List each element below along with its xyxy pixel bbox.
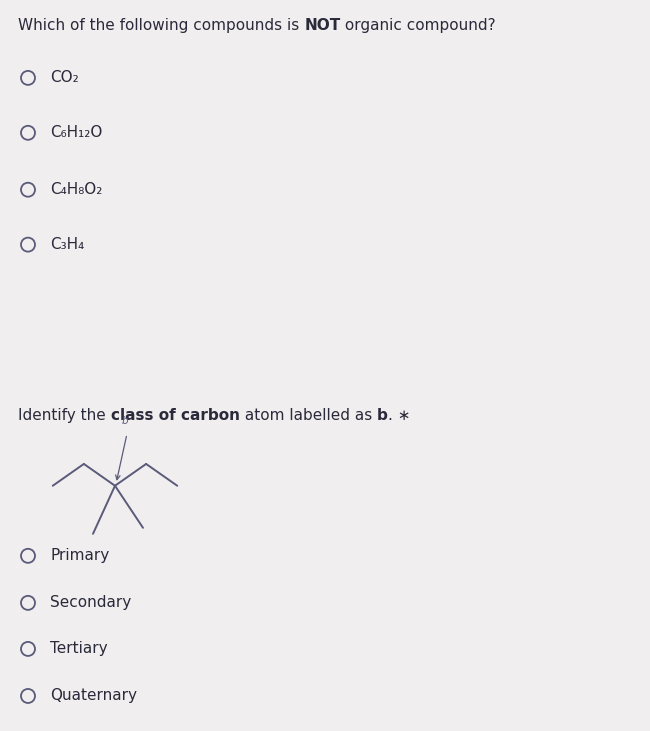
Text: C₆H₁₂O: C₆H₁₂O xyxy=(50,125,103,140)
Text: atom labelled as: atom labelled as xyxy=(240,408,377,423)
Text: Identify the: Identify the xyxy=(18,408,111,423)
Text: b: b xyxy=(122,416,128,425)
Text: organic compound?: organic compound? xyxy=(341,18,496,33)
Text: CO₂: CO₂ xyxy=(50,70,79,86)
Text: Secondary: Secondary xyxy=(50,595,131,610)
Text: . ∗: . ∗ xyxy=(387,408,410,423)
Text: Primary: Primary xyxy=(50,548,109,564)
Text: Quaternary: Quaternary xyxy=(50,689,137,703)
Text: Which of the following compounds is: Which of the following compounds is xyxy=(18,18,304,33)
Text: class of carbon: class of carbon xyxy=(111,408,240,423)
Text: b: b xyxy=(377,408,387,423)
Text: NOT: NOT xyxy=(304,18,341,33)
Text: C₃H₄: C₃H₄ xyxy=(50,237,84,252)
Text: C₄H₈O₂: C₄H₈O₂ xyxy=(50,182,103,197)
Text: Tertiary: Tertiary xyxy=(50,641,108,656)
